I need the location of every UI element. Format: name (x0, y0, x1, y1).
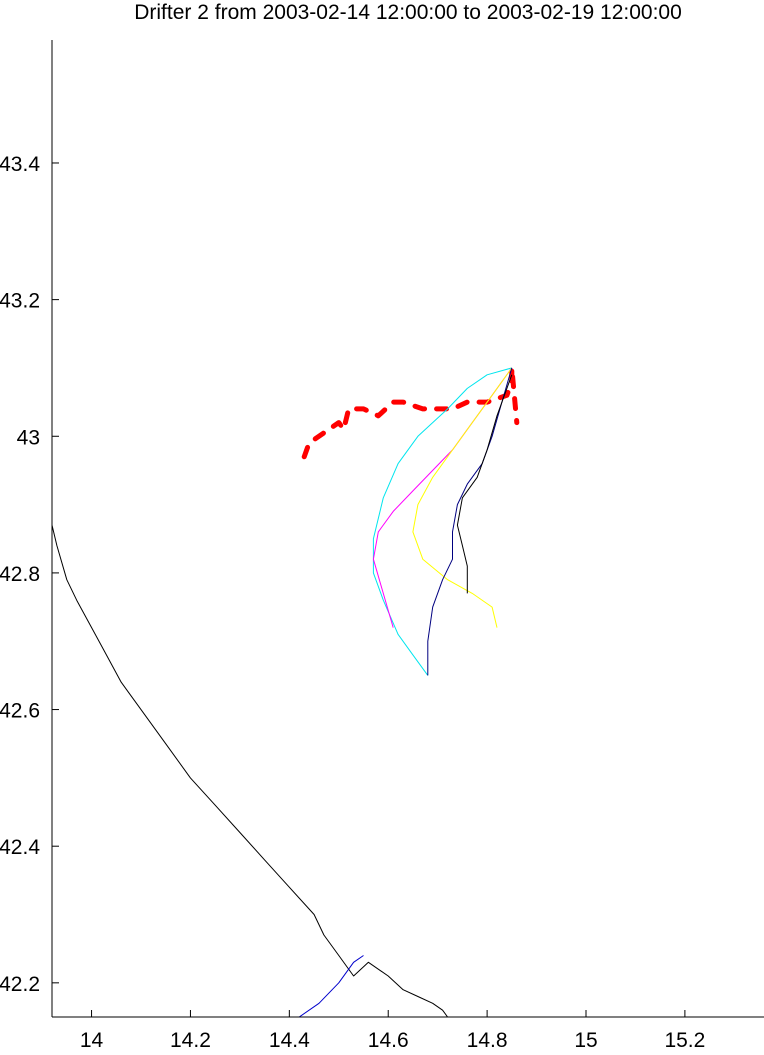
series-line-7 (456, 374, 513, 594)
y-tick-label: 42.2 (0, 973, 40, 996)
y-tick-label: 43.2 (0, 290, 40, 313)
series-line-5 (412, 367, 513, 628)
x-tick-label: 15 (574, 1029, 597, 1052)
x-tick-label: 14.6 (368, 1029, 409, 1052)
y-tick-label: 42.4 (0, 836, 40, 859)
y-tick-label: 42.6 (0, 700, 40, 723)
series-line-3 (372, 367, 512, 676)
y-tick-label: 43 (17, 426, 40, 449)
chart-title: Drifter 2 from 2003-02-14 12:00:00 to 20… (134, 1, 682, 24)
axes-layer (51, 40, 764, 1018)
x-tick-label: 14.8 (467, 1029, 508, 1052)
ticks-layer: 14 14.2 14.4 14.6 14.8 15 15.2 42.2 42.4 42.6 42.8… (0, 153, 705, 1052)
x-tick-label: 14 (80, 1029, 104, 1052)
series-line-6 (427, 367, 513, 676)
y-tick-label: 42.8 (0, 563, 40, 586)
x-tick-label: 15.2 (664, 1029, 705, 1052)
series-line-0 (51, 524, 449, 1018)
series-line-2 (301, 365, 520, 460)
x-tick-label: 14.2 (170, 1029, 211, 1052)
x-tick-label: 14.4 (269, 1029, 310, 1052)
y-tick-label: 43.4 (0, 153, 40, 176)
series-layer (51, 365, 520, 1018)
series-line-1 (298, 955, 364, 1018)
